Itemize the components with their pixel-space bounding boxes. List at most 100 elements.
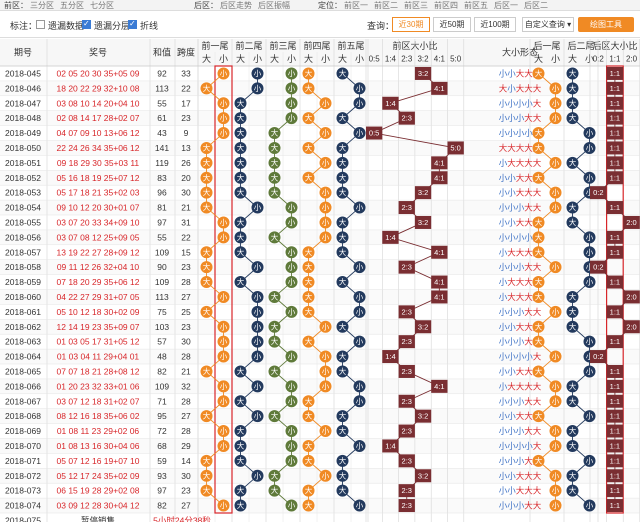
position-dot-label: 小 [288, 84, 296, 93]
position-dot-label: 大 [237, 485, 245, 495]
position-dot-label: 大 [203, 485, 211, 495]
position-dot-label: 小 [288, 278, 296, 287]
recent-100-button[interactable]: 近100期 [474, 17, 516, 32]
front-ratio-box [398, 394, 415, 408]
back-2-dot [566, 216, 579, 229]
position-2-dot [234, 231, 247, 244]
omission-layer-checkbox[interactable] [82, 19, 91, 29]
pos-back2-link[interactable]: 后区二 [524, 1, 548, 10]
back-ratio-header: 后区大小比 [592, 40, 637, 51]
back-small-header: 小 [551, 54, 560, 64]
polyline-label: 折线 [140, 21, 159, 31]
position-dot-label: 小 [220, 129, 228, 138]
position-1-dot [200, 156, 213, 169]
back-dot-label: 大 [535, 232, 543, 242]
position-4-dot [302, 246, 315, 259]
last-row-status: 暂停销售 [81, 515, 115, 522]
position-2-dot [251, 380, 264, 393]
recent-50-button[interactable]: 近50期 [433, 17, 471, 32]
back-ratio-box [606, 245, 624, 259]
position-dot-label: 小 [288, 307, 296, 316]
position-dot-label: 小 [254, 337, 262, 346]
row-sum: 68 [157, 441, 167, 451]
position-dot-label: 小 [220, 397, 228, 406]
back-dot-label: 小 [552, 441, 560, 450]
position-3-dot [268, 127, 281, 140]
position-4-dot [319, 201, 332, 214]
back-ratio-label: 1:1 [610, 143, 620, 152]
back-ratio-box [606, 394, 624, 408]
position-label: 定位： [318, 1, 342, 10]
front-ratio-box [398, 201, 415, 215]
position-dot-label: 大 [237, 172, 245, 182]
back-ratio-box [606, 469, 624, 483]
back-ratio-box [606, 126, 624, 140]
position-3-dot [285, 67, 298, 80]
position-1-dot [217, 320, 230, 333]
draw-tool-button[interactable]: 绘图工具 [578, 17, 634, 32]
zone7-link[interactable]: 七分区 [90, 1, 114, 10]
position-dot-label: 小 [254, 203, 262, 212]
back-2-dot [566, 439, 579, 452]
polyline-checkbox[interactable] [128, 19, 137, 29]
pos-front2-link[interactable]: 前区二 [374, 1, 398, 10]
custom-query-select[interactable]: 自定义查询 ▾ [522, 17, 574, 32]
position-3-dot [285, 82, 298, 95]
back-dot-label: 小 [552, 114, 560, 123]
front-ratio-label: 3:2 [418, 69, 428, 78]
back-dot-label: 大 [535, 366, 543, 376]
position-3-dot [285, 425, 298, 438]
front-ratio-label: 0:5 [369, 129, 379, 138]
front-ratio-box [414, 186, 432, 200]
position-5-dot [353, 395, 366, 408]
row-sum: 92 [157, 68, 167, 78]
pos-front1-link[interactable]: 前区一 [344, 1, 368, 10]
front-ratio-box [431, 245, 448, 259]
pos-front3-link[interactable]: 前区三 [404, 1, 428, 10]
back-zone-label: 后区： [194, 1, 218, 10]
position-2-dot [234, 216, 247, 229]
pos-front4-link[interactable]: 前区四 [434, 1, 458, 10]
position-dot-label: 小 [254, 69, 262, 78]
back-1-dot [549, 395, 562, 408]
recent-30-button[interactable]: 近30期 [392, 17, 430, 32]
position-dot-label: 大 [237, 247, 245, 257]
toolbar: 标注： 遗漏数据 遗漏分层 折线 查询： 近30期 近50期 近100期 自定义… [0, 12, 640, 38]
zone5-link[interactable]: 五分区 [60, 1, 84, 10]
back-1-dot [532, 246, 545, 259]
row-period: 2018-063 [5, 337, 41, 347]
row-period: 2018-061 [5, 307, 41, 317]
row-period: 2018-062 [5, 322, 41, 332]
back-ratio-label: 1:1 [610, 173, 620, 182]
pos-back1-link[interactable]: 后区一 [494, 1, 518, 10]
omission-data-label: 遗漏数据 [48, 21, 85, 31]
front-ratio-box [398, 260, 415, 274]
position-3-dot [285, 499, 298, 512]
back-dot-label: 小 [552, 382, 560, 391]
omission-data-checkbox[interactable] [36, 20, 45, 29]
position-1-dot [217, 231, 230, 244]
front-ratio-label: 2:3 [402, 307, 412, 316]
front-ratio-box [398, 454, 415, 468]
back-ratio-box [623, 215, 640, 229]
row-span: 27 [181, 292, 191, 302]
back-2-dot [583, 410, 596, 423]
back-ratio-box [606, 275, 624, 289]
header-bg [0, 39, 640, 66]
pos-front5-link[interactable]: 前区五 [464, 1, 488, 10]
position-2-dot [234, 156, 247, 169]
position-dot-label: 大 [339, 247, 347, 257]
position-5-dot [336, 276, 349, 289]
position-dot-label: 大 [203, 172, 211, 182]
back-ratio-box [606, 201, 624, 215]
back-1-dot [532, 67, 545, 80]
back-dot-label: 大 [535, 172, 543, 182]
position-dot-label: 小 [254, 292, 262, 301]
period-header: 期号 [14, 48, 32, 58]
back-amplitude-link[interactable]: 后区振幅 [258, 1, 290, 10]
back-trend-link[interactable]: 后区走势 [220, 1, 252, 10]
zone3-link[interactable]: 三分区 [30, 1, 54, 10]
row-shape: 小小小大大 [499, 262, 542, 272]
back-dot-label: 大 [535, 321, 543, 331]
position-2-dot [234, 186, 247, 199]
